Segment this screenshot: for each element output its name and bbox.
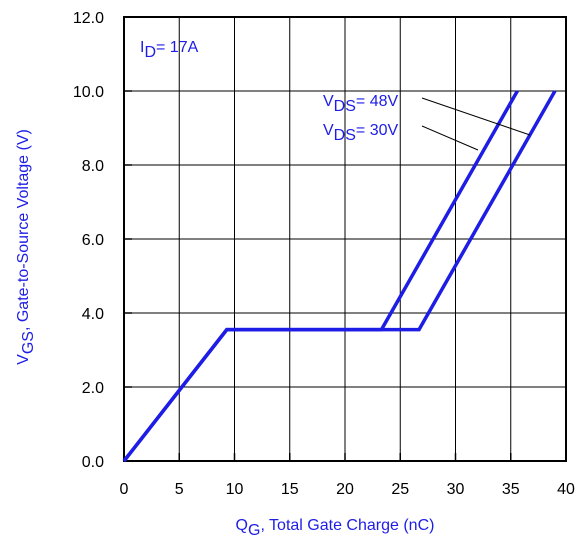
x-tick-label: 30 — [447, 481, 465, 498]
x-axis-title-main: Q — [236, 517, 248, 534]
y-axis-title: VGS, Gate-to-Source Voltage (V) — [15, 129, 37, 365]
y-axis-title-sub: GS — [20, 331, 37, 354]
y-tick-label: 4.0 — [82, 306, 104, 323]
y-tick-label: 8.0 — [82, 158, 104, 175]
y-tick-label: 10.0 — [73, 84, 104, 101]
x-tick-label: 20 — [336, 481, 354, 498]
x-axis-ticks: 0 5 10 15 20 25 30 35 40 — [120, 453, 575, 498]
x-axis-title-sub: G — [248, 522, 260, 539]
series-line-2 — [122, 90, 557, 463]
vds30-leader-line — [421, 125, 479, 151]
id-annotation: ID= 17A — [140, 39, 199, 61]
x-tick-label: 15 — [281, 481, 299, 498]
x-tick-label: 35 — [502, 481, 520, 498]
id-annotation-sub: D — [144, 44, 156, 61]
vds30-main: V — [323, 122, 334, 139]
id-annotation-main: I — [140, 39, 144, 56]
x-tick-label: 0 — [120, 481, 129, 498]
id-annotation-rest: = 17A — [156, 39, 199, 56]
vds48-rest: = 48V — [356, 93, 399, 110]
x-tick-label: 10 — [226, 481, 244, 498]
vds48-main: V — [323, 93, 334, 110]
vds48-leader-line — [421, 97, 531, 136]
x-tick-label: 40 — [557, 481, 575, 498]
vds48-sub: DS — [334, 98, 356, 115]
series-group — [122, 90, 557, 463]
y-tick-label: 6.0 — [82, 232, 104, 249]
vds30-annotation: VDS= 30V — [323, 122, 398, 144]
y-tick-label: 2.0 — [82, 380, 104, 397]
y-axis-title-rest: , Gate-to-Source Voltage (V) — [15, 129, 32, 331]
vds48-annotation: VDS= 48V — [323, 93, 398, 115]
grid — [124, 17, 566, 461]
y-tick-label: 0.0 — [82, 454, 104, 471]
series-line-1 — [122, 90, 519, 463]
x-axis-title: QG, Total Gate Charge (nC) — [236, 517, 435, 539]
y-axis-title-main: V — [15, 354, 32, 365]
vds30-sub: DS — [334, 127, 356, 144]
vds30-rest: = 30V — [356, 122, 399, 139]
y-tick-label: 12.0 — [73, 10, 104, 27]
x-tick-label: 5 — [175, 481, 184, 498]
x-axis-title-rest: , Total Gate Charge (nC) — [260, 517, 434, 534]
y-axis-ticks: 0.0 2.0 4.0 6.0 8.0 10.0 12.0 — [73, 10, 132, 471]
x-tick-label: 25 — [391, 481, 409, 498]
